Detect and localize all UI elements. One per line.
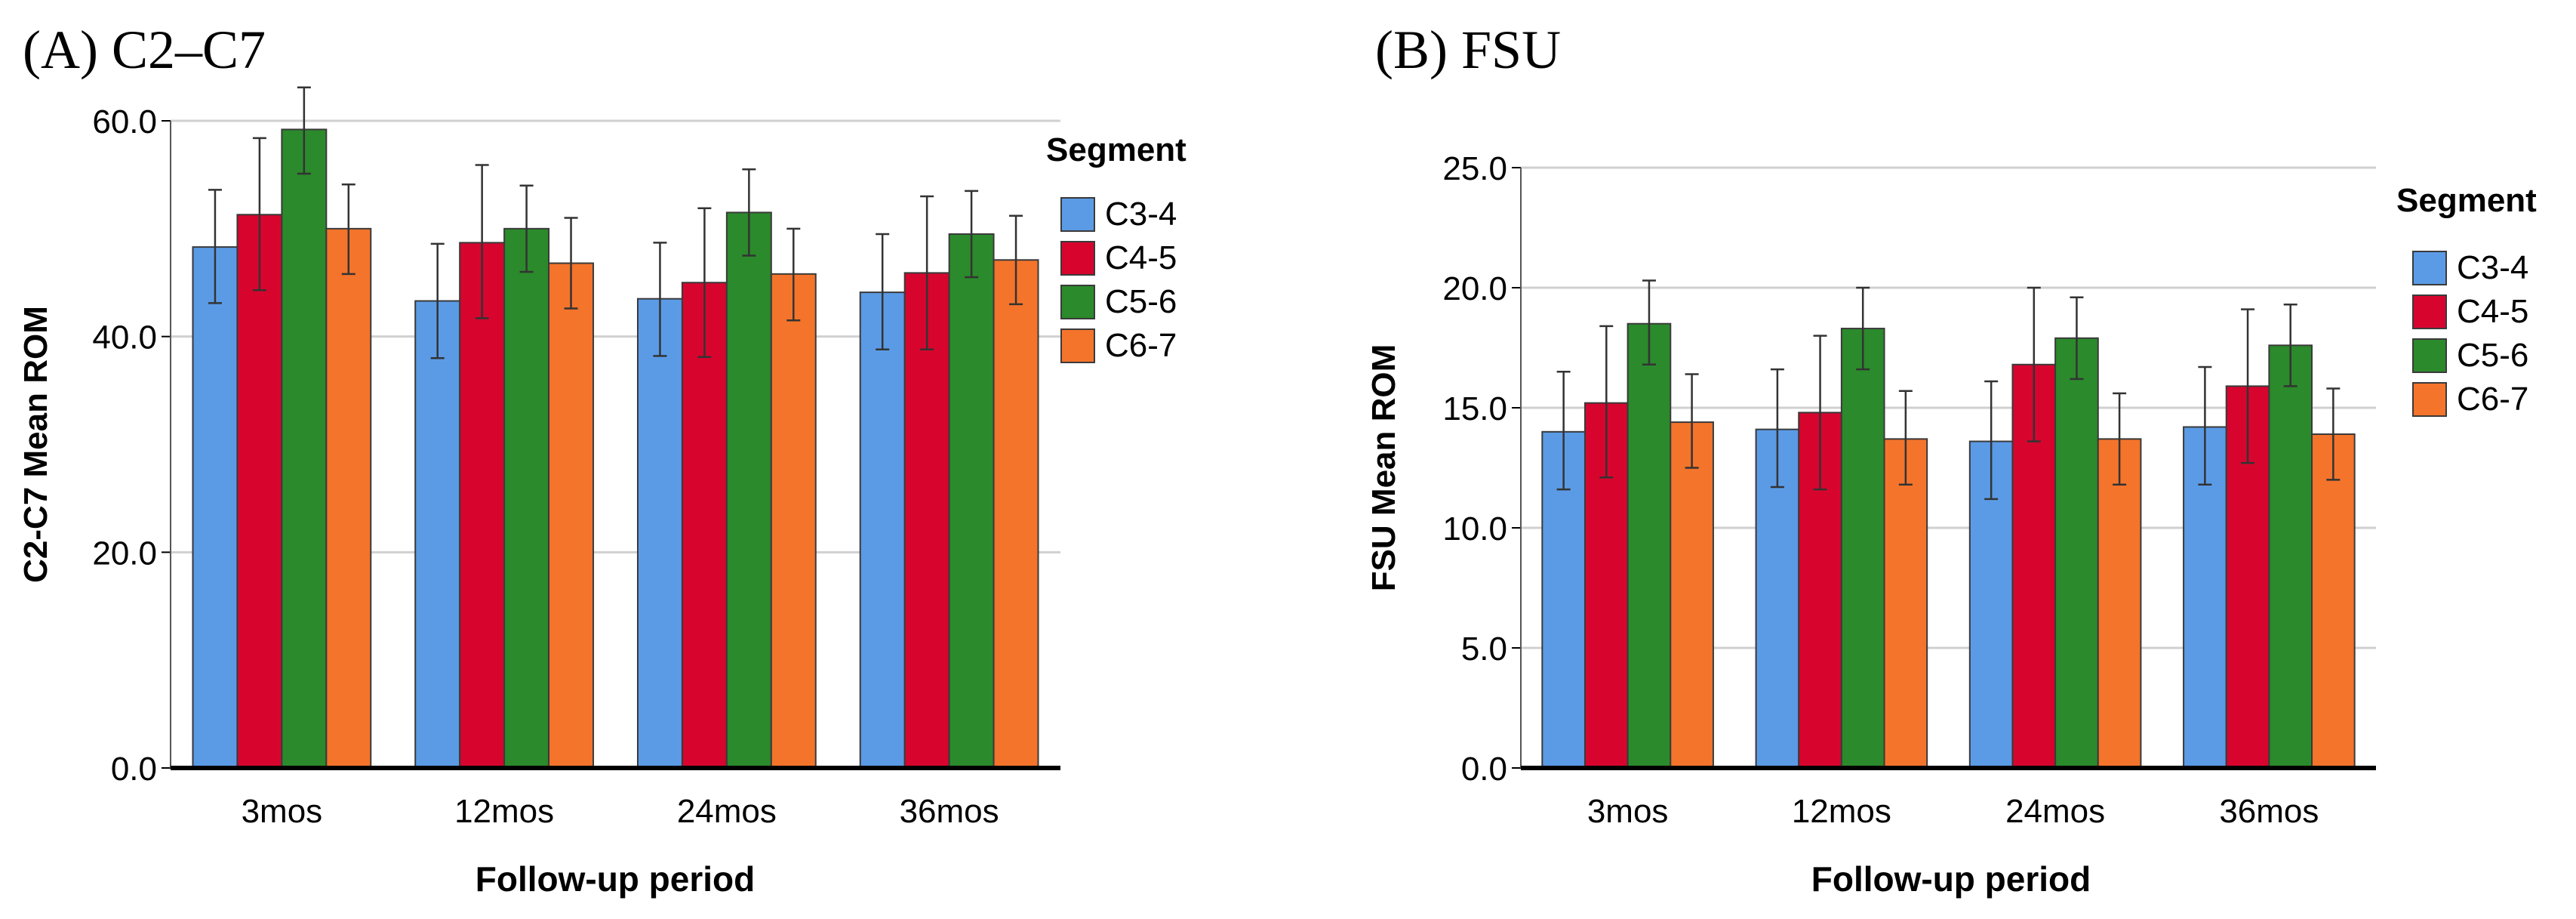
legend-swatch-c6-7 [1060,328,1095,363]
x-tick-label: 3mos [1587,793,1669,830]
y-tick-label: 20.0 [92,535,157,572]
x-axis-label: Follow-up period [475,859,756,899]
y-tick-label: 0.0 [1461,751,1507,788]
bar-c4-5-36mos [903,272,950,769]
legend-label: C3-4 [1105,196,1177,233]
bar-c6-7-36mos [993,259,1039,769]
bar-c5-6-24mos [725,211,772,769]
y-tick-label: 40.0 [92,319,157,356]
legend-label: C5-6 [1105,283,1177,320]
bar-c6-7-24mos [2097,438,2142,769]
x-tick-label: 36mos [2219,793,2319,830]
legend-label: C5-6 [2457,337,2528,374]
legend-swatch-c5-6 [2412,338,2447,373]
panel-title: (A) C2–C7 [23,20,266,80]
bar-c6-7-12mos [1883,438,1928,769]
bar-c5-6-24mos [2054,337,2099,769]
legend-title: Segment [1046,131,1186,168]
chart-panel-a: (A) C2–C7 0.0 20.0 40.0 60.0 3mos 12mos 24mos 36… [17,20,1186,899]
bar-c6-7-12mos [548,262,595,769]
y-tick-label: 15.0 [1442,390,1507,427]
bar-c4-5-3mos [236,214,283,769]
bar-c5-6-3mos [1627,322,1672,769]
y-tick-label: 20.0 [1442,270,1507,307]
x-tick-label: 36mos [900,793,999,830]
bar-c6-7-36mos [2311,433,2356,769]
bar-c3-4-12mos [414,300,461,769]
x-tick-label: 24mos [677,793,777,830]
legend-label: C6-7 [1105,327,1177,364]
y-tick-label: 0.0 [111,751,157,788]
bar-c3-4-3mos [192,246,239,769]
x-tick-label: 3mos [242,793,323,830]
bar-c4-5-12mos [459,242,506,769]
bar-c5-6-12mos [1840,328,1885,769]
legend-swatch-c5-6 [1060,285,1095,319]
x-tick-label: 24mos [2005,793,2105,830]
y-tick-label: 5.0 [1461,631,1507,668]
legend-label: C3-4 [2457,249,2528,286]
y-tick-label: 60.0 [92,103,157,140]
y-axis-label: C2-C7 Mean ROM [17,306,54,583]
bar-c5-6-36mos [948,233,995,769]
legend-swatch-c4-5 [1060,241,1095,276]
legend-title: Segment [2396,182,2537,219]
x-tick-label: 12mos [1792,793,1891,830]
legend-swatch-c4-5 [2412,295,2447,329]
bar-c6-7-24mos [770,273,817,769]
legend-swatch-c3-4 [1060,197,1095,232]
legend-swatch-c6-7 [2412,382,2447,417]
y-tick-label: 10.0 [1442,510,1507,547]
bar-c5-6-3mos [281,128,328,769]
bar-c6-7-3mos [1670,421,1714,769]
bar-c3-4-24mos [636,298,683,769]
bar-c5-6-36mos [2268,344,2313,769]
legend-label: C6-7 [2457,381,2528,418]
y-tick-label: 25.0 [1442,150,1507,187]
x-axis-label: Follow-up period [1811,859,2091,899]
bar-c6-7-3mos [325,227,372,769]
bar-c5-6-12mos [503,227,550,769]
legend-label: C4-5 [1105,239,1177,276]
chart-panel-b: (B) FSU 0.0 5.0 10.0 15.0 20.0 25.0 3mos 12mos 24… [1365,20,2537,899]
x-tick-label: 12mos [454,793,554,830]
panel-title: (B) FSU [1375,20,1561,80]
legend-swatch-c3-4 [2412,251,2447,285]
y-axis-label: FSU Mean ROM [1365,344,1402,592]
bar-c3-4-36mos [859,291,906,769]
legend-label: C4-5 [2457,293,2528,330]
